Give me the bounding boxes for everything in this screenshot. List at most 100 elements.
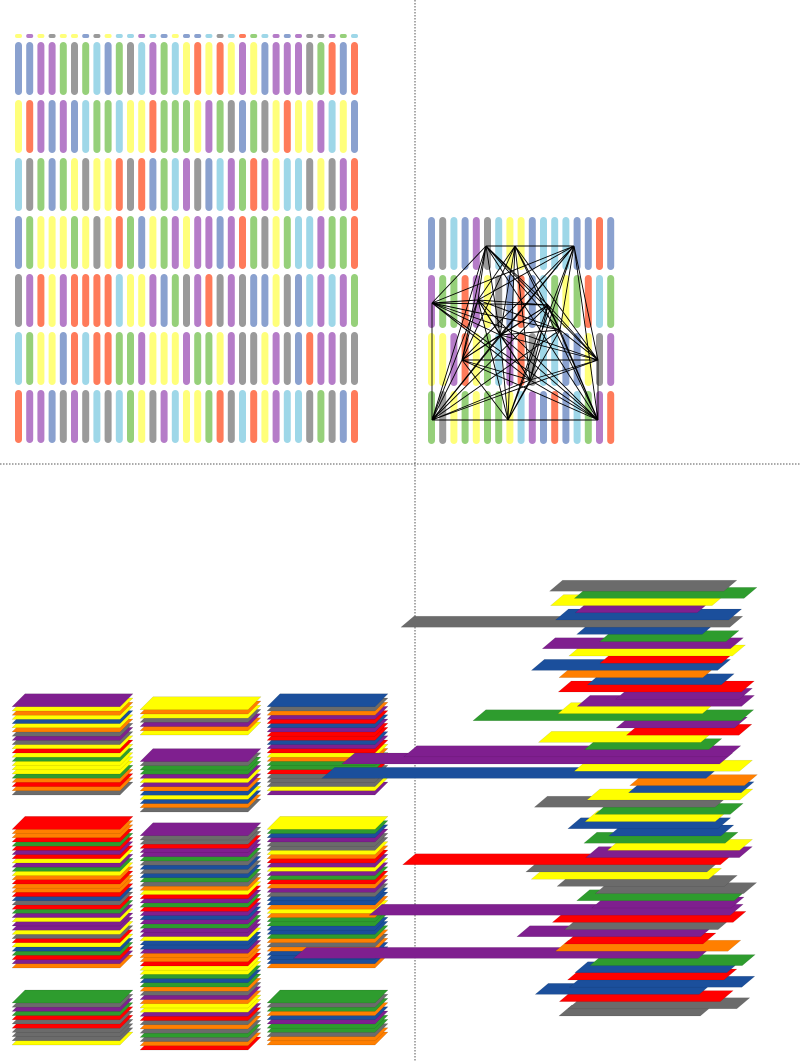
pill [272, 390, 280, 443]
pill [216, 390, 224, 443]
pill [250, 42, 258, 95]
pill [227, 216, 235, 269]
network-edge [477, 299, 561, 331]
pill-cap [339, 34, 347, 38]
tile-layer [266, 693, 389, 707]
pill [439, 217, 447, 270]
pill [517, 333, 525, 386]
pill [227, 100, 235, 153]
pill [104, 390, 112, 443]
pill [26, 216, 34, 269]
pill [171, 158, 179, 211]
pill-cap [250, 34, 258, 38]
pill [283, 216, 291, 269]
pill [160, 332, 168, 385]
pill [339, 158, 347, 211]
pill [149, 274, 157, 327]
pill [216, 100, 224, 153]
pill [261, 216, 269, 269]
pill [573, 275, 581, 328]
pill [48, 216, 56, 269]
pill [127, 332, 134, 385]
pill-cap [194, 34, 202, 38]
pill [484, 391, 491, 444]
pill [93, 42, 101, 95]
pill-cap [216, 34, 224, 38]
pill [205, 390, 213, 443]
pill [48, 274, 56, 327]
pill [171, 100, 179, 153]
pill [82, 332, 90, 385]
pill [272, 274, 280, 327]
pill [584, 333, 592, 386]
pill [216, 332, 224, 385]
network-edge [431, 245, 575, 304]
pill [171, 42, 179, 95]
pill [171, 274, 179, 327]
pill [261, 42, 269, 95]
pill [15, 332, 22, 385]
network-edge [514, 245, 599, 361]
pill [194, 158, 202, 211]
pill [127, 100, 134, 153]
pill [59, 216, 67, 269]
network-edge [477, 245, 487, 301]
pill [227, 42, 235, 95]
network-edge [461, 359, 531, 381]
pill [428, 333, 435, 386]
network-edge [431, 302, 561, 331]
pill-cap [160, 34, 168, 38]
pill [15, 100, 22, 153]
pill [71, 42, 78, 95]
pill [26, 158, 34, 211]
pill-cap [328, 34, 336, 38]
pill [607, 275, 615, 328]
pill-cap [93, 34, 101, 38]
pill [171, 390, 179, 443]
pill [495, 391, 503, 444]
tile-stack [11, 989, 134, 1046]
pill [115, 158, 123, 211]
pill-cap [272, 34, 280, 38]
pill [306, 332, 314, 385]
pill [48, 42, 56, 95]
pill [317, 158, 325, 211]
pill [250, 390, 258, 443]
pill [317, 100, 325, 153]
network-edge [547, 304, 599, 361]
pill [15, 216, 22, 269]
pill [205, 42, 213, 95]
pill [115, 274, 123, 327]
pill [227, 158, 235, 211]
pill [15, 390, 22, 443]
tile-layer [139, 822, 262, 836]
tile-stack [139, 696, 262, 736]
pill [160, 390, 168, 443]
pill [82, 216, 90, 269]
pill [149, 390, 157, 443]
pill [171, 216, 179, 269]
pill [306, 216, 314, 269]
pill [227, 390, 235, 443]
pill-cap [71, 34, 78, 38]
pill-cap [48, 34, 56, 38]
pill [295, 274, 302, 327]
pill [295, 42, 302, 95]
network-edge [499, 334, 599, 361]
pill [138, 332, 146, 385]
pill [37, 216, 45, 269]
pill [261, 274, 269, 327]
panel-shifted-layers [292, 580, 758, 1017]
pill [26, 100, 34, 153]
pill [328, 158, 336, 211]
pill [71, 274, 78, 327]
pill [48, 158, 56, 211]
panel-pill-grid [15, 34, 358, 443]
network-edge [485, 245, 599, 421]
pill [104, 216, 112, 269]
pill [551, 333, 559, 386]
network-edge [477, 245, 575, 301]
pill [562, 217, 570, 270]
